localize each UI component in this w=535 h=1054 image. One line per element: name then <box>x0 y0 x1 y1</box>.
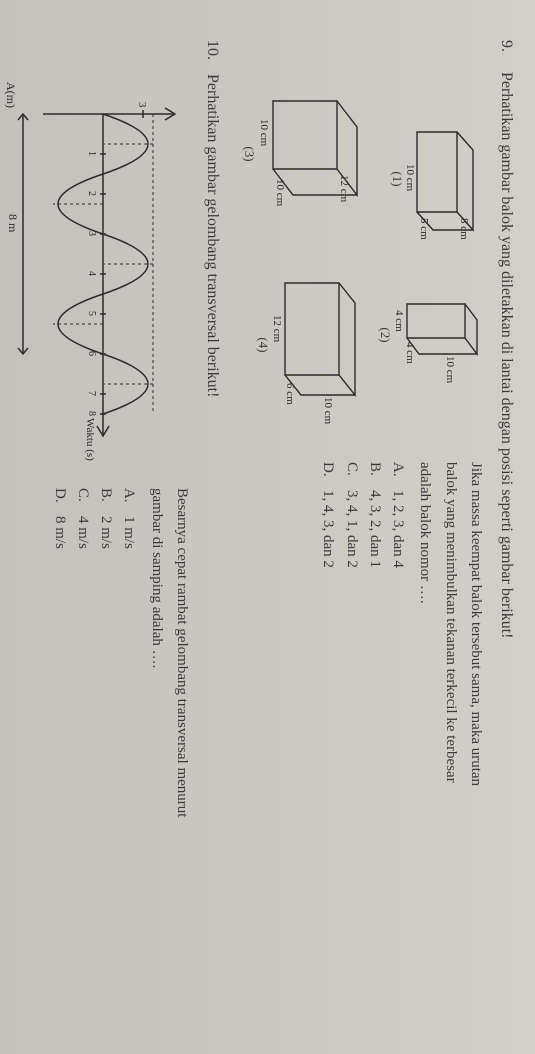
x-axis-label: Waktu (s) <box>84 418 96 461</box>
dim-d: 6 cm <box>284 383 296 405</box>
svg-text:7: 7 <box>86 391 97 396</box>
opt-letter: C. <box>71 488 94 510</box>
dim-h: 10 cm <box>444 356 456 384</box>
q9-opt-b: B. 4, 3, 2, dan 1 <box>363 462 386 1024</box>
q9-opt-c: C. 3, 4, 1, dan 2 <box>340 462 363 1024</box>
box-2-label: (2) <box>377 327 393 342</box>
question-body: Perhatikan gambar balok yang diletakkan … <box>233 72 515 1024</box>
question-number: 9. <box>233 40 515 58</box>
question-9: 9. Perhatikan gambar balok yang diletakk… <box>233 40 515 1024</box>
dim-h: 8 cm <box>458 218 470 240</box>
opt-text: 1 m/s <box>117 516 140 549</box>
opt-letter: A. <box>386 462 409 484</box>
q10-opt-a: A. 1 m/s <box>117 488 140 1024</box>
svg-text:3: 3 <box>86 231 97 236</box>
question-number: 10. <box>3 40 221 60</box>
svg-text:4: 4 <box>86 271 97 276</box>
svg-text:8: 8 <box>86 411 97 416</box>
dim-w: 10 cm <box>407 164 416 192</box>
q10-lead-2: gambar di samping adalah …. <box>145 488 168 1024</box>
dim-w: 4 cm <box>395 310 405 332</box>
box-2-svg: 4 cm 4 cm 10 cm <box>395 280 487 390</box>
opt-letter: D. <box>48 488 71 510</box>
opt-text: 3, 4, 1, dan 2 <box>340 490 363 568</box>
box-diagrams: 10 cm 5 cm 8 cm (1) <box>233 72 487 432</box>
q10-options: Besarnya cepat rambat gelombang transver… <box>48 488 194 1024</box>
opt-text: 4 m/s <box>71 516 94 549</box>
opt-letter: A. <box>117 488 140 510</box>
dim-d: 10 cm <box>274 179 286 207</box>
opt-text: 1, 2, 3, dan 4 <box>386 490 409 568</box>
opt-text: 8 m/s <box>48 516 71 549</box>
dim-h: 12 cm <box>338 175 350 203</box>
box-row-1: 10 cm 5 cm 8 cm (1) <box>377 72 487 432</box>
y-axis-label: A(m) <box>4 82 18 108</box>
dim-w: 10 cm <box>259 119 270 147</box>
opt-text: 2 m/s <box>94 516 117 549</box>
opt-letter: B. <box>94 488 117 510</box>
opt-text: 1, 4, 3, dan 2 <box>316 490 339 568</box>
box-4: 12 cm 6 cm 10 cm (4) <box>241 265 369 425</box>
dim-d: 4 cm <box>404 342 416 364</box>
dim-h: 10 cm <box>322 397 334 425</box>
wave-diagram: A(m) 3 Waktu (s) 8 m 1 2 3 4 5 6 7 8 <box>3 74 193 464</box>
box-1: 10 cm 5 cm 8 cm (1) <box>377 114 487 244</box>
question-prompt: Perhatikan gambar balok yang diletakkan … <box>497 72 515 1024</box>
box-row-2: 10 cm 10 cm 12 cm (3) <box>241 72 369 432</box>
q10-opt-c: C. 4 m/s <box>71 488 94 1024</box>
opt-text: 4, 3, 2, dan 1 <box>363 490 386 568</box>
svg-text:6: 6 <box>86 351 97 356</box>
svg-text:1: 1 <box>86 151 97 156</box>
question-10: 10. Perhatikan gambar gelombang transver… <box>3 40 221 1024</box>
q10-opt-b: B. 2 m/s <box>94 488 117 1024</box>
box-1-label: (1) <box>389 171 405 186</box>
wave-svg: A(m) 3 Waktu (s) 8 m 1 2 3 4 5 6 7 8 <box>3 74 193 464</box>
svg-text:5: 5 <box>86 311 97 316</box>
q9-row: 10 cm 5 cm 8 cm (1) <box>233 72 487 1024</box>
question-body: Perhatikan gambar gelombang transversal … <box>3 74 221 1024</box>
opt-letter: C. <box>340 462 363 484</box>
x-ticks: 1 2 3 4 5 6 7 8 <box>86 151 97 416</box>
question-prompt: Perhatikan gambar gelombang transversal … <box>203 74 221 1024</box>
q10-opt-d: D. 8 m/s <box>48 488 71 1024</box>
box-3: 10 cm 10 cm 12 cm (3) <box>241 79 369 229</box>
box-4-svg: 12 cm 6 cm 10 cm <box>273 265 369 425</box>
box-3-svg: 10 cm 10 cm 12 cm <box>259 79 369 229</box>
span-label: 8 m <box>6 214 20 233</box>
dim-d: 5 cm <box>418 218 430 240</box>
q10-lead-1: Besarnya cepat rambat gelombang transver… <box>170 488 193 1024</box>
box-3-label: (3) <box>241 146 257 161</box>
q9-lead-3: adalah balok nomor …. <box>413 462 436 1024</box>
q9-opt-d: D. 1, 4, 3, dan 2 <box>316 462 339 1024</box>
q10-row: A(m) 3 Waktu (s) 8 m 1 2 3 4 5 6 7 8 <box>3 74 193 1024</box>
box-2: 4 cm 4 cm 10 cm (2) <box>377 280 487 390</box>
q9-opt-a: A. 1, 2, 3, dan 4 <box>386 462 409 1024</box>
svg-text:2: 2 <box>86 191 97 196</box>
q9-lead-1: Jika massa keempat balok tersebut sama, … <box>464 462 487 1024</box>
box-1-svg: 10 cm 5 cm 8 cm <box>407 114 487 244</box>
dim-w: 12 cm <box>273 315 283 343</box>
q9-options: Jika massa keempat balok tersebut sama, … <box>316 462 487 1024</box>
q9-lead-2: balok yang menimbulkan tekanan terkecil … <box>439 462 462 1024</box>
amp-tick: 3 <box>136 102 148 108</box>
box-4-label: (4) <box>255 337 271 352</box>
opt-letter: B. <box>363 462 386 484</box>
opt-letter: D. <box>316 462 339 484</box>
